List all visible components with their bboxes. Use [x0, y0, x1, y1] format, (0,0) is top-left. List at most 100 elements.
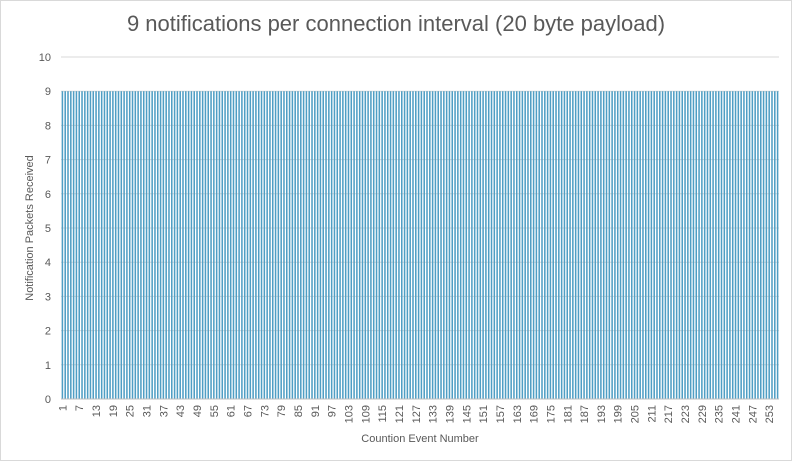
bar	[176, 91, 179, 399]
bar	[235, 91, 238, 399]
bar	[406, 91, 409, 399]
bar	[384, 91, 386, 399]
bar	[142, 91, 145, 399]
bar	[171, 91, 173, 399]
bar	[434, 91, 437, 399]
bar	[518, 91, 521, 399]
bar	[636, 91, 639, 399]
bar	[120, 91, 123, 399]
bar	[457, 91, 459, 399]
bar	[344, 91, 347, 399]
bar	[330, 91, 333, 399]
bar	[126, 91, 128, 399]
bar	[156, 91, 159, 399]
bar	[507, 91, 510, 399]
bar	[577, 91, 580, 399]
bar	[81, 91, 83, 399]
bar	[294, 91, 296, 399]
bar	[490, 91, 493, 399]
x-tick-label: 79	[276, 405, 288, 417]
bar	[84, 91, 86, 399]
bar	[681, 91, 684, 399]
bar	[653, 91, 655, 399]
bar	[201, 91, 204, 399]
bar	[675, 91, 678, 399]
x-tick-label: 235	[714, 405, 726, 423]
bar	[271, 91, 274, 399]
bar	[339, 91, 341, 399]
bar	[625, 91, 627, 399]
bar	[659, 91, 661, 399]
x-tick-label: 145	[461, 405, 473, 423]
bar	[689, 91, 692, 399]
bar	[358, 91, 361, 399]
bar	[645, 91, 647, 399]
x-tick-label: 103	[343, 405, 355, 423]
bar	[103, 91, 106, 399]
bar	[409, 91, 411, 399]
bar	[715, 91, 717, 399]
bar	[300, 91, 302, 399]
bar	[311, 91, 313, 399]
bar	[558, 91, 560, 399]
bar	[117, 91, 120, 399]
bar	[482, 91, 484, 399]
bar	[185, 91, 187, 399]
bar	[283, 91, 285, 399]
bar	[762, 91, 765, 399]
x-tick-label: 247	[747, 405, 759, 423]
bar	[745, 91, 748, 399]
bar	[734, 91, 737, 399]
bar	[774, 91, 776, 399]
x-tick-label: 229	[697, 405, 709, 423]
bar	[572, 91, 574, 399]
bar	[168, 91, 170, 399]
bar	[210, 91, 212, 399]
bar	[546, 91, 549, 399]
bar	[448, 91, 451, 399]
bar	[78, 91, 80, 399]
bar	[656, 91, 658, 399]
bar	[591, 91, 594, 399]
bar	[594, 91, 597, 399]
bar	[642, 91, 644, 399]
bar	[703, 91, 706, 399]
bar	[614, 91, 616, 399]
bar	[165, 91, 167, 399]
bar	[664, 91, 667, 399]
bar	[717, 91, 720, 399]
bar	[109, 91, 111, 399]
bar	[417, 91, 420, 399]
bar	[243, 91, 246, 399]
bar	[459, 91, 462, 399]
bar	[602, 91, 605, 399]
bar	[350, 91, 353, 399]
bar	[336, 91, 339, 399]
bar	[586, 91, 588, 399]
bar	[249, 91, 252, 399]
bar	[720, 91, 723, 399]
bar	[361, 91, 364, 399]
bar	[193, 91, 195, 399]
bar	[524, 91, 526, 399]
y-tick-label: 10	[39, 52, 51, 64]
bar	[608, 91, 611, 399]
bar	[476, 91, 479, 399]
bar	[389, 91, 392, 399]
bar	[527, 91, 529, 399]
bar	[748, 91, 751, 399]
bar	[196, 91, 198, 399]
bar	[687, 91, 689, 399]
bar	[134, 91, 137, 399]
bar	[468, 91, 470, 399]
bar	[544, 91, 546, 399]
bar	[429, 91, 431, 399]
bar	[140, 91, 142, 399]
bar	[426, 91, 428, 399]
bar	[521, 91, 524, 399]
bar	[415, 91, 417, 399]
bar	[255, 91, 257, 399]
bar	[723, 91, 726, 399]
